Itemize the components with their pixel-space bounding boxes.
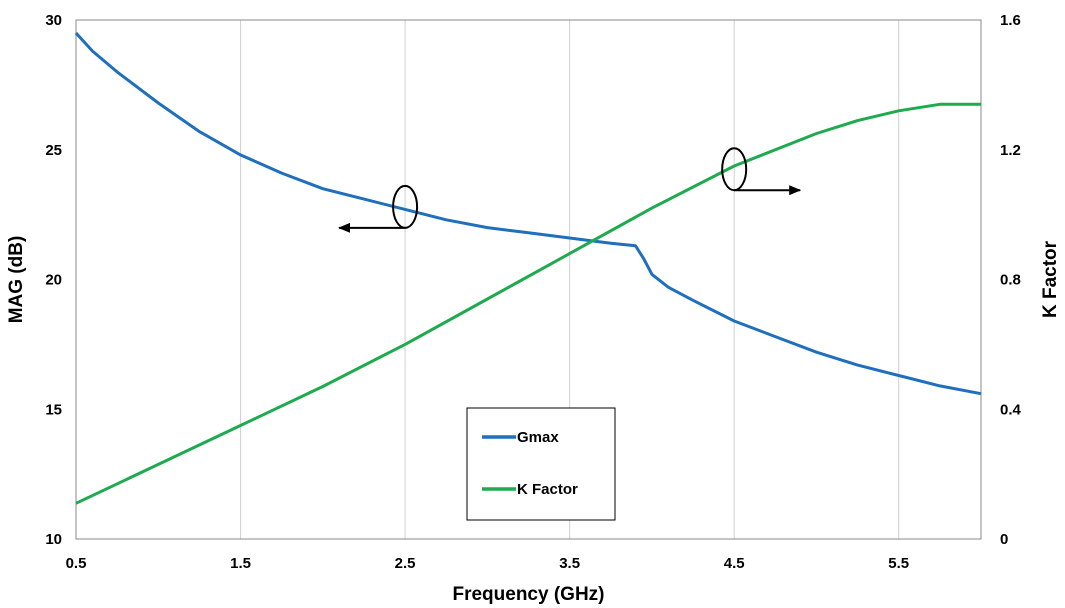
y-tick-label: 10 [45,531,62,548]
x-tick-label: 3.5 [559,555,580,572]
y2-tick-label: 0 [1000,531,1008,548]
x-tick-label: 5.5 [888,555,909,572]
x-tick-label: 1.5 [230,555,251,572]
series-line-gmax [74,31,982,396]
y-tick-label: 20 [45,272,62,289]
y-tick-label: 15 [45,401,62,418]
legend: Gmax K Factor [466,407,616,521]
x-tick-label: 0.5 [66,555,87,572]
y2-tick-label: 1.6 [1000,12,1021,29]
tick-labels: 0.5 1.5 2.5 3.5 4.5 5.5 10 15 20 25 30 0 0.4 0.8 1.2 1.… [45,12,1021,572]
legend-label-gmax: Gmax [517,429,559,446]
y2-axis-title: K Factor [1040,240,1061,318]
annotations [338,147,802,233]
y-tick-label: 30 [45,12,62,29]
x-tick-label: 4.5 [724,555,745,572]
y-axis-title: MAG (dB) [6,236,27,324]
plot-frame [75,19,982,540]
y2-tick-label: 0.4 [1000,401,1022,418]
series-line-k-factor [75,102,981,505]
y2-tick-label: 1.2 [1000,142,1021,159]
legend-box [466,407,616,521]
y2-tick-label: 0.8 [1000,272,1021,289]
y-tick-label: 25 [45,142,62,159]
series-layer [74,31,982,505]
x-tick-label: 2.5 [395,555,416,572]
legend-label-k-factor: K Factor [517,481,578,498]
x-axis-title: Frequency (GHz) [452,584,604,605]
